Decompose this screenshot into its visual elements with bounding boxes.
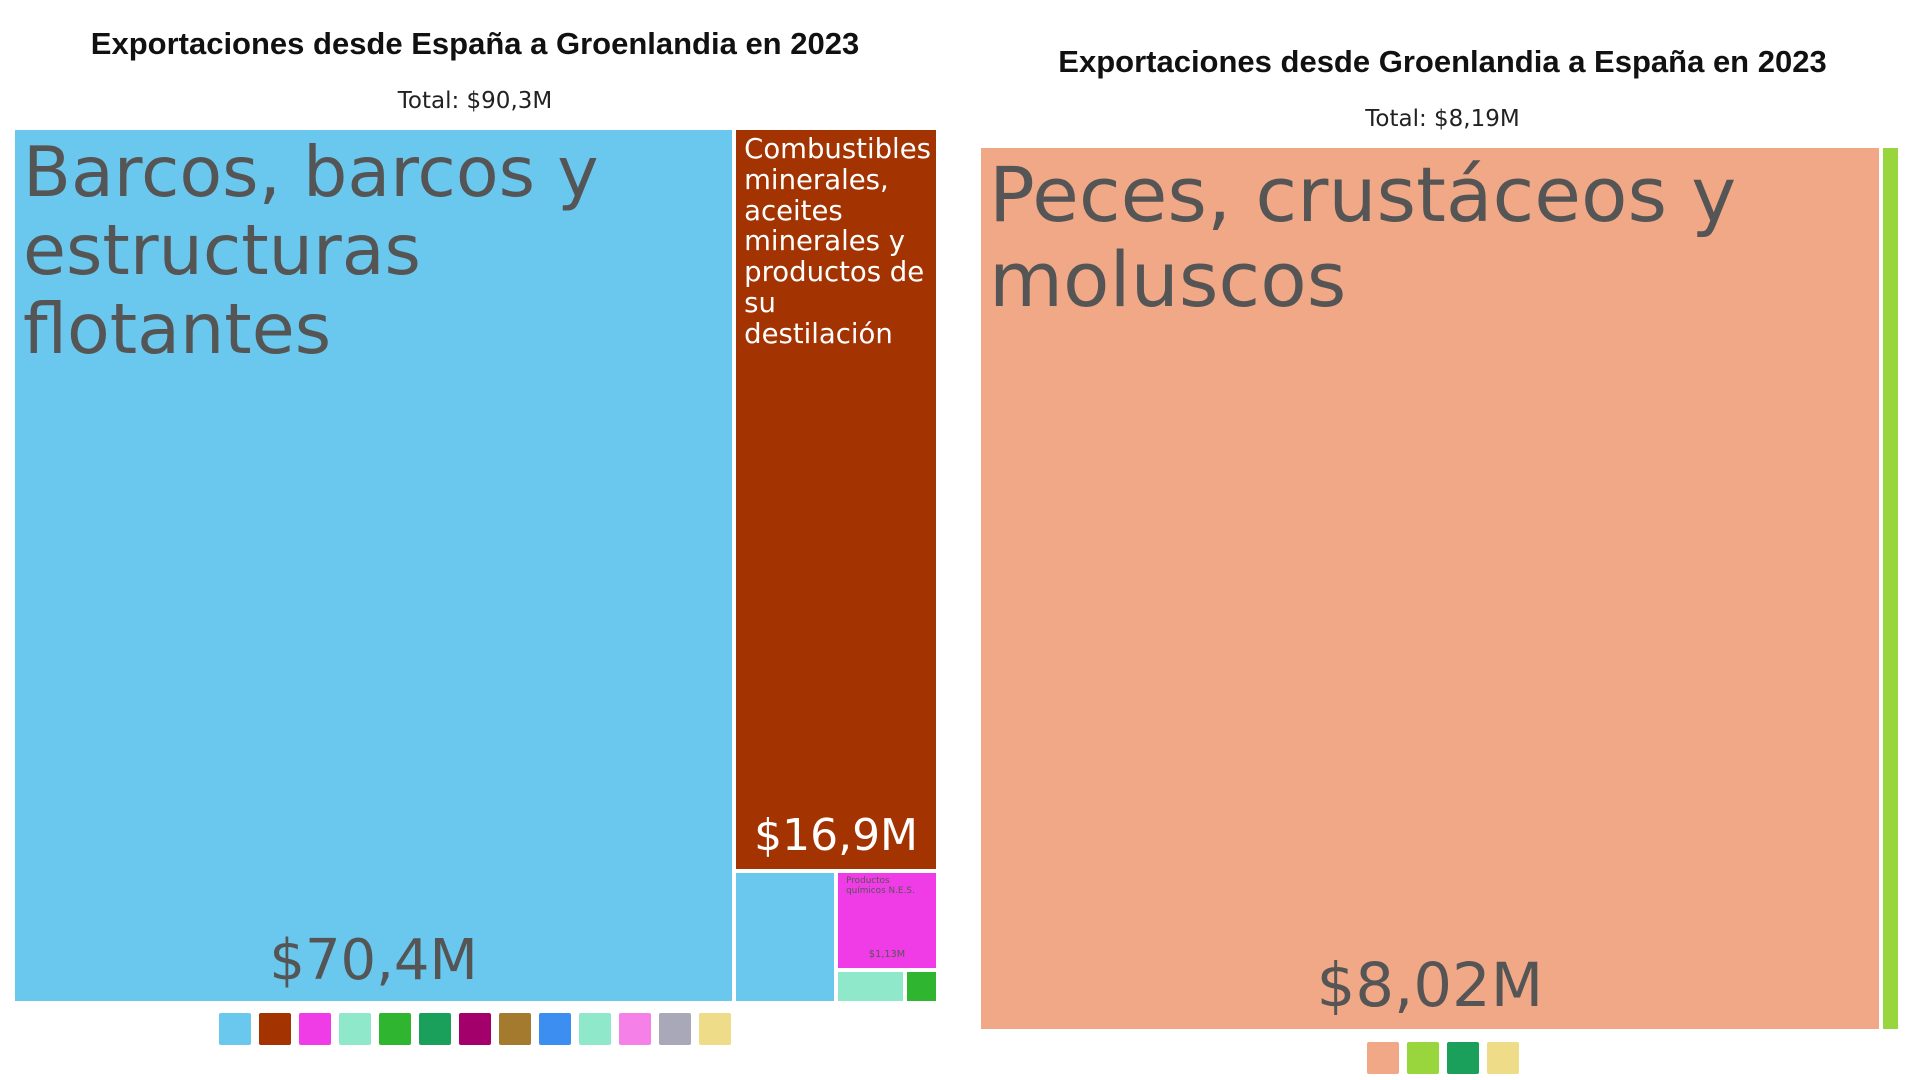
treemap-tile	[1880, 146, 1900, 1031]
icon	[499, 1013, 531, 1045]
tile-value: $70,4M	[269, 928, 478, 993]
chart-subtitle: Total: $90,3M	[397, 88, 553, 114]
treemap-tile: Combustibles minerales, aceites minerale…	[734, 128, 938, 872]
tile-label: Combustibles minerales, aceites minerale…	[744, 133, 931, 350]
icon	[299, 1013, 331, 1045]
tile-value: $8,02M	[1316, 951, 1544, 1021]
treemap-tile	[734, 871, 837, 1003]
icon	[619, 1013, 651, 1045]
icon	[539, 1013, 571, 1045]
icon	[699, 1013, 731, 1045]
treemap: Barcos, barcos y estructuras flotantes $7…	[13, 128, 938, 1003]
treemap: Peces, crustáceos y moluscos $8,02M	[979, 146, 1900, 1031]
treemap-tile	[904, 970, 938, 1003]
icon	[659, 1013, 691, 1045]
icon	[1406, 1042, 1439, 1074]
icon	[379, 1013, 411, 1045]
chart-title: Exportaciones desde España a Groenlandia…	[90, 26, 860, 61]
treemap-tile: Barcos, barcos y estructuras flotantes $7…	[13, 128, 735, 1003]
sector-icons	[965, 1042, 1920, 1074]
chart-title: Exportaciones desde Groenlandia a España…	[1058, 44, 1827, 79]
icon	[579, 1013, 611, 1045]
icon	[259, 1013, 291, 1045]
icon	[1366, 1042, 1399, 1074]
treemap-tile: Productos químicos N.E.S. $1,13M	[836, 871, 938, 971]
sector-icons	[0, 1013, 950, 1045]
tile-value: $1,13M	[868, 949, 906, 961]
icon	[459, 1013, 491, 1045]
tile-value: $16,9M	[754, 810, 919, 862]
treemap-tile: Peces, crustáceos y moluscos $8,02M	[979, 146, 1881, 1031]
panel-left: Exportaciones desde España a Groenlandia…	[0, 0, 950, 1080]
tile-label: Barcos, barcos y estructuras flotantes	[23, 132, 599, 370]
icon	[219, 1013, 251, 1045]
treemap-tile	[836, 970, 905, 1003]
panel-right: Exportaciones desde Groenlandia a España…	[965, 0, 1920, 1080]
tile-label: Productos químicos N.E.S.	[846, 876, 915, 896]
chart-subtitle: Total: $8,19M	[1365, 106, 1520, 132]
icon	[339, 1013, 371, 1045]
icon	[1446, 1042, 1479, 1074]
icon	[1486, 1042, 1519, 1074]
tile-label: Peces, crustáceos y moluscos	[989, 150, 1737, 325]
icon	[419, 1013, 451, 1045]
